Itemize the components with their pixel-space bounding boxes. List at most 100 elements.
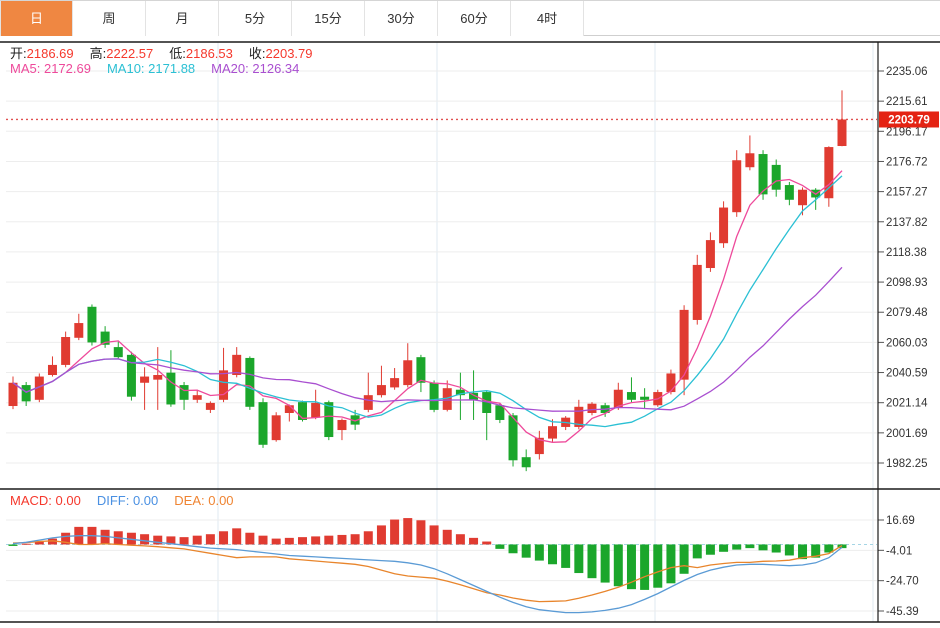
- candle-body: [205, 402, 215, 410]
- macd-histogram-bar: [179, 537, 189, 545]
- candle-body: [416, 357, 426, 383]
- candle-body: [798, 189, 808, 206]
- candlestick-chart-canvas[interactable]: 2235.06 2215.61 2196.17 2176.72 2157.27 2137.…: [0, 36, 940, 628]
- open-value: 2186.69: [26, 46, 74, 61]
- candle-body: [469, 392, 479, 400]
- candle-body: [824, 147, 834, 199]
- macd-histogram-bar: [363, 531, 373, 545]
- candle-body: [337, 419, 347, 431]
- candle-body: [442, 388, 452, 410]
- macd-histogram-bar: [61, 532, 71, 545]
- macd-histogram-bar: [745, 544, 755, 549]
- macd-histogram-bar: [508, 544, 518, 554]
- price-axis-label: 2001.69: [886, 428, 928, 440]
- candle-body: [232, 354, 242, 376]
- macd-histogram-bar: [376, 525, 386, 545]
- candle-body: [21, 385, 31, 402]
- dea-value: 0.00: [208, 493, 234, 508]
- macd-histogram-bar: [284, 537, 294, 545]
- price-axis-label: 2098.93: [886, 277, 928, 289]
- macd-histogram-bar: [640, 544, 650, 590]
- candle-body: [784, 185, 794, 200]
- macd-histogram-bar: [600, 544, 610, 583]
- macd-histogram-bar: [548, 544, 558, 565]
- candle-body: [74, 323, 84, 338]
- macd-histogram-bar: [811, 544, 821, 558]
- ma10-line: [12, 175, 843, 428]
- macd-histogram-bar: [732, 544, 742, 550]
- dea-line: [12, 540, 843, 603]
- macd-axis-label: -24.70: [886, 576, 919, 588]
- macd-histogram-bar: [350, 534, 360, 545]
- candle-body: [100, 331, 110, 345]
- ma20-line: [12, 266, 843, 412]
- macd-histogram-bar: [416, 520, 426, 545]
- macd-histogram-bar: [455, 534, 465, 545]
- macd-histogram-bar: [297, 537, 307, 545]
- candle-body: [732, 160, 742, 213]
- price-axis-label: 2235.06: [886, 66, 928, 78]
- candle-body: [758, 154, 768, 195]
- macd-histogram-bar: [442, 529, 452, 545]
- candle-body: [666, 373, 676, 393]
- macd-histogram-bar: [482, 541, 492, 545]
- macd-histogram-bar: [403, 518, 413, 545]
- macd-histogram-bar: [824, 544, 834, 553]
- candle-body: [271, 415, 281, 441]
- candle-body: [390, 378, 400, 388]
- dea-label: DEA:: [174, 493, 205, 508]
- price-axis-label: 2118.38: [886, 247, 927, 259]
- candle-body: [508, 415, 518, 461]
- low-label: 低:: [169, 46, 186, 61]
- macd-axis-label: 16.69: [886, 515, 915, 527]
- candle-body: [311, 402, 321, 418]
- price-axis-label: 2079.48: [886, 307, 928, 319]
- candle-body: [429, 382, 439, 410]
- macd-histogram-bar: [271, 538, 281, 545]
- macd-histogram-bar: [798, 544, 808, 560]
- macd-histogram-bar: [679, 544, 689, 574]
- timeframe-tab[interactable]: 60分: [438, 1, 511, 36]
- macd-histogram-bar: [34, 541, 44, 545]
- price-axis-label: 2040.59: [886, 368, 928, 380]
- macd-histogram-bar: [311, 536, 321, 545]
- macd-value: 0.00: [55, 493, 81, 508]
- macd-histogram-bar: [337, 534, 347, 545]
- price-axis-label: 2021.14: [886, 398, 928, 410]
- price-axis-label: 2196.17: [886, 126, 928, 138]
- macd-histogram-bar: [140, 534, 150, 545]
- macd-histogram-bar: [692, 544, 702, 559]
- macd-readout: MACD: 0.00 DIFF: 0.00 DEA: 0.00: [10, 493, 250, 508]
- macd-histogram-bar: [561, 544, 571, 568]
- high-value: 2222.57: [106, 46, 154, 61]
- timeframe-tab[interactable]: 4时: [511, 1, 584, 36]
- candle-body: [521, 457, 531, 468]
- timeframe-tab[interactable]: 周: [73, 1, 146, 36]
- candle-body: [613, 389, 623, 408]
- price-axis-label: 2060.03: [886, 337, 928, 349]
- timeframe-tab[interactable]: 30分: [365, 1, 438, 36]
- macd-histogram-bar: [429, 525, 439, 545]
- macd-histogram-bar: [587, 544, 597, 579]
- ma-readout: MA5: 2172.69 MA10: 2171.88 MA20: 2126.34: [10, 61, 315, 76]
- macd-histogram-bar: [495, 544, 505, 549]
- timeframe-tab[interactable]: 日: [0, 1, 73, 36]
- price-axis-label: 1982.25: [886, 458, 928, 470]
- timeframe-tab[interactable]: 5分: [219, 1, 292, 36]
- candle-body: [179, 385, 189, 400]
- candle-body: [640, 396, 650, 400]
- diff-value: 0.00: [132, 493, 159, 508]
- macd-histogram-bar: [258, 535, 268, 545]
- timeframe-tab[interactable]: 15分: [292, 1, 365, 36]
- macd-histogram-bar: [666, 544, 676, 584]
- ma10-value: 2171.88: [148, 61, 196, 76]
- ma10-label: MA10:: [106, 61, 145, 76]
- candle-body: [166, 372, 176, 405]
- macd-histogram-bar: [534, 544, 544, 561]
- candle-body: [297, 402, 307, 420]
- ma20-label: MA20:: [211, 61, 249, 76]
- candle-body: [8, 382, 18, 407]
- macd-histogram-bar: [521, 544, 531, 558]
- timeframe-tab[interactable]: 月: [146, 1, 219, 36]
- ohlc-readout: 开:2186.69 高:2222.57 低:2186.53 收:2203.79: [10, 43, 329, 62]
